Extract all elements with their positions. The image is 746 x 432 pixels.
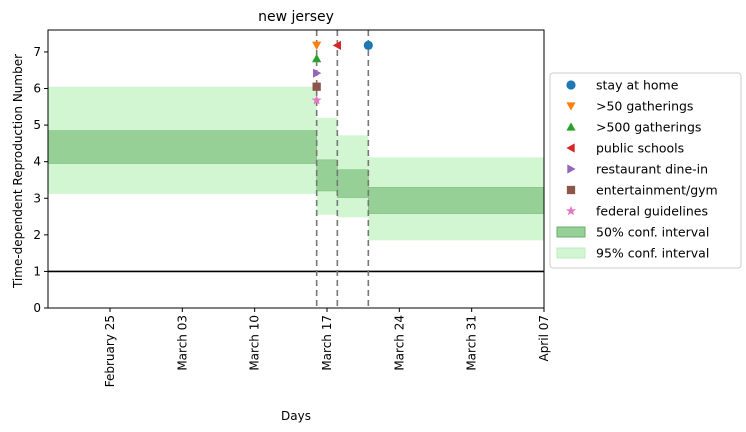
y-tick-label: 3 bbox=[33, 191, 41, 205]
y-tick-label: 7 bbox=[33, 45, 41, 59]
event-marker bbox=[311, 94, 322, 105]
legend-box bbox=[549, 72, 742, 269]
legend-marker bbox=[566, 102, 576, 111]
legend-label: restaurant dine-in bbox=[596, 162, 708, 177]
x-tick-label: March 10 bbox=[248, 315, 262, 371]
legend-label: entertainment/gym bbox=[596, 183, 718, 198]
conf-band-50 bbox=[368, 186, 545, 214]
axes-frame bbox=[47, 29, 545, 309]
event-marker bbox=[312, 41, 322, 50]
conf-band-50 bbox=[47, 130, 317, 164]
event-marker bbox=[312, 68, 322, 78]
event-marker bbox=[312, 53, 322, 63]
legend-label: public schools bbox=[596, 141, 684, 156]
legend-marker bbox=[566, 185, 576, 195]
plot-area: 0 1 2 3 4 5 6 7 February 25 March 03 March 10 March… bbox=[33, 29, 551, 387]
y-tick-label: 2 bbox=[33, 228, 41, 242]
event-marker bbox=[363, 40, 373, 50]
x-axis-label: Days bbox=[281, 409, 311, 423]
x-tick-label: March 17 bbox=[320, 315, 334, 371]
legend-marker bbox=[567, 164, 576, 174]
legend-swatch bbox=[556, 226, 586, 238]
legend-label: 50% conf. interval bbox=[596, 225, 709, 240]
x-tick-label: April 07 bbox=[537, 315, 551, 362]
legend-label: federal guidelines bbox=[596, 204, 708, 219]
y-tick-label: 1 bbox=[33, 264, 41, 278]
x-tick-label: March 24 bbox=[392, 315, 406, 371]
legend-marker bbox=[566, 122, 576, 131]
legend: stay at home >50 gatherings >500 gathering… bbox=[549, 72, 742, 269]
legend-marker bbox=[566, 143, 575, 153]
legend-swatch bbox=[556, 247, 586, 259]
y-tick-label: 5 bbox=[33, 118, 41, 132]
legend-marker bbox=[565, 205, 577, 216]
x-tick-label: February 25 bbox=[103, 315, 117, 387]
legend-label: stay at home bbox=[596, 78, 679, 93]
y-tick-label: 0 bbox=[33, 301, 41, 315]
y-axis-label: Time-dependent Reproduction Number bbox=[11, 54, 25, 289]
legend-label: >50 gatherings bbox=[596, 99, 693, 114]
y-tick-label: 6 bbox=[33, 82, 41, 96]
legend-marker bbox=[566, 80, 576, 90]
event-marker bbox=[332, 40, 342, 50]
x-tick-label: March 31 bbox=[465, 315, 479, 371]
y-tick-label: 4 bbox=[33, 155, 41, 169]
conf-band-50 bbox=[337, 169, 369, 198]
legend-label: 95% conf. interval bbox=[596, 246, 709, 261]
event-marker bbox=[312, 82, 321, 91]
chart-title: new jersey bbox=[258, 9, 334, 25]
x-tick-label: March 03 bbox=[175, 315, 189, 371]
conf-band-50 bbox=[316, 159, 338, 192]
legend-label: >500 gatherings bbox=[596, 120, 701, 135]
